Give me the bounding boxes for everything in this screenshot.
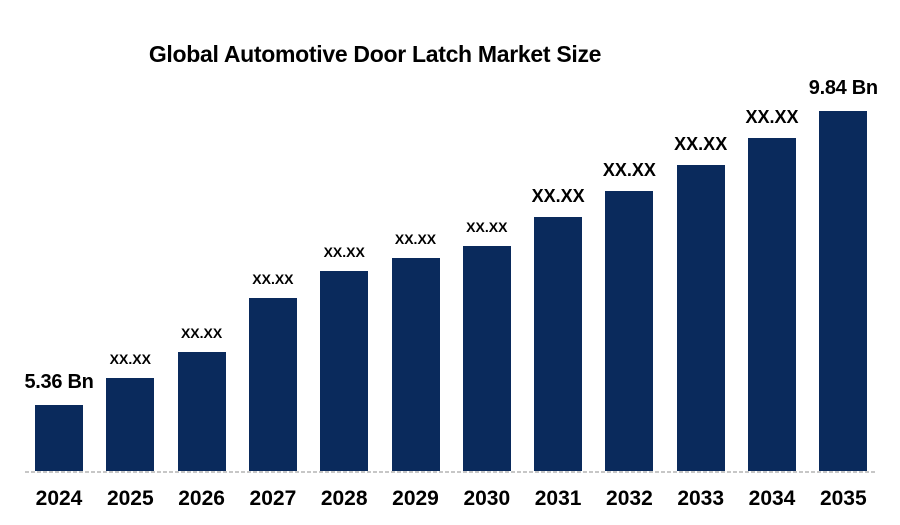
bar-value-label-2025: XX.XX <box>109 351 151 367</box>
bar-2035 <box>819 111 868 471</box>
x-axis-label-2032: 2032 <box>606 487 653 510</box>
chart-title: Global Automotive Door Latch Market Size <box>148 41 602 67</box>
bar-value-label-2035: 9.84 Bn <box>808 77 878 99</box>
x-axis-label-2030: 2030 <box>463 487 511 510</box>
bar-value-label-2031: XX.XX <box>531 186 585 206</box>
bar-2033 <box>676 165 725 471</box>
bar-2024 <box>35 405 83 471</box>
bar-2032 <box>605 191 654 471</box>
x-axis-label-2026: 2026 <box>178 487 225 510</box>
x-axis-label-2028: 2028 <box>320 487 368 510</box>
bar-2031 <box>534 217 583 471</box>
x-axis-label-2031: 2031 <box>534 487 582 510</box>
bar-value-label-2028: XX.XX <box>323 244 365 260</box>
x-axis-label-2027: 2027 <box>249 487 297 510</box>
x-axis-label-2033: 2033 <box>677 487 725 510</box>
bar-value-label-2027: XX.XX <box>252 271 294 287</box>
bar-value-label-2032: XX.XX <box>602 160 656 180</box>
bar-value-label-2026: XX.XX <box>180 325 223 341</box>
bar-value-label-2033: XX.XX <box>674 134 728 154</box>
x-axis-label-2029: 2029 <box>392 487 439 510</box>
x-axis-line <box>25 471 877 473</box>
bar-2034 <box>748 138 796 471</box>
bar-value-label-2029: XX.XX <box>394 231 437 247</box>
bar-value-label-2030: XX.XX <box>466 219 508 235</box>
bar-value-label-2024: 5.36 Bn <box>24 371 94 393</box>
x-axis-label-2035: 2035 <box>819 487 867 510</box>
bar-2027 <box>248 298 297 471</box>
x-axis-label-2034: 2034 <box>748 487 796 510</box>
bar-2030 <box>462 246 511 471</box>
x-axis-label-2025: 2025 <box>106 487 154 510</box>
bar-2029 <box>391 258 440 471</box>
bar-2026 <box>177 352 226 471</box>
bar-2025 <box>106 378 155 471</box>
bar-2028 <box>320 271 369 471</box>
x-axis-label-2024: 2024 <box>35 487 83 510</box>
bar-value-label-2034: XX.XX <box>745 107 799 127</box>
